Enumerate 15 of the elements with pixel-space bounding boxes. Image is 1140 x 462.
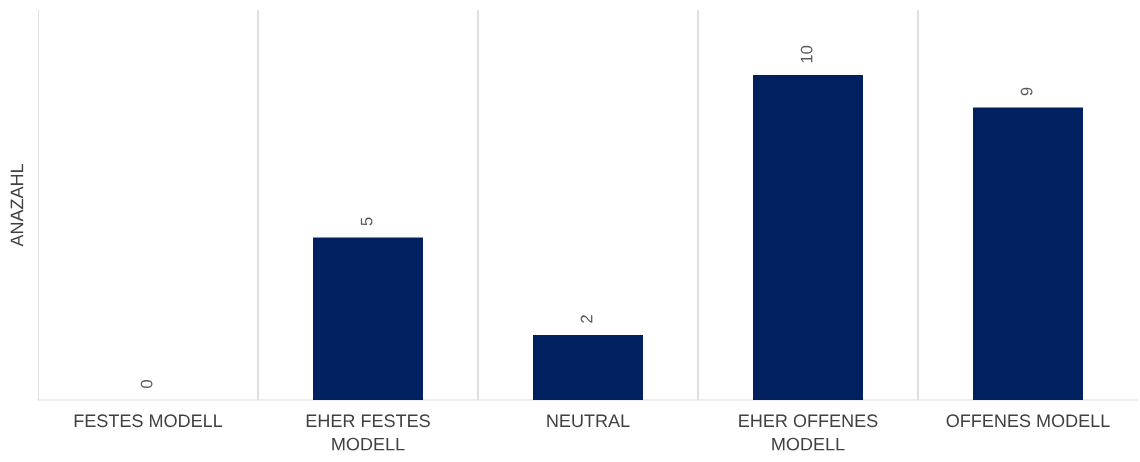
- y-axis-title: ANAZAHL: [10, 163, 24, 247]
- bar: [753, 75, 863, 400]
- data-label: 10: [800, 45, 813, 63]
- x-tick-label: NEUTRAL: [547, 414, 630, 428]
- x-tick-label: EHER OFFENES MODELL: [739, 414, 878, 451]
- x-tick-label: FESTES MODELL: [74, 414, 223, 428]
- x-tick-label: EHER FESTES MODELL: [306, 414, 430, 451]
- data-label: 2: [580, 315, 593, 323]
- bar: [533, 335, 643, 400]
- x-tick-label: OFFENES MODELL: [946, 414, 1110, 428]
- data-label: 9: [1020, 87, 1033, 96]
- bar: [313, 237, 423, 400]
- data-label: 0: [140, 380, 153, 388]
- data-label: 5: [360, 217, 373, 226]
- bar: [973, 107, 1083, 400]
